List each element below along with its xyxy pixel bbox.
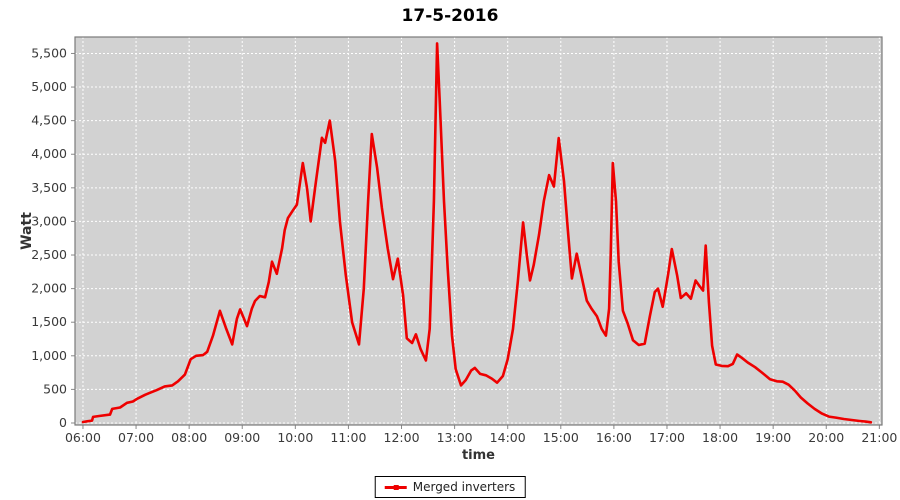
x-tick-label: 07:00 xyxy=(118,430,154,445)
y-axis-label: Watt xyxy=(19,212,35,250)
y-tick-label: 5,000 xyxy=(31,79,67,94)
x-tick-label: 09:00 xyxy=(224,430,260,445)
y-tick-label: 2,500 xyxy=(31,247,67,262)
y-tick-label: 3,500 xyxy=(31,180,67,195)
y-tick-label: 4,000 xyxy=(31,146,67,161)
x-tick-label: 14:00 xyxy=(490,430,526,445)
x-tick-label: 15:00 xyxy=(543,430,579,445)
x-tick-label: 16:00 xyxy=(596,430,632,445)
y-tick-label: 1,000 xyxy=(31,348,67,363)
legend-marker-icon xyxy=(393,484,399,490)
legend: Merged inverters xyxy=(374,476,526,498)
x-tick-label: 11:00 xyxy=(330,430,366,445)
x-tick-label: 18:00 xyxy=(702,430,738,445)
x-tick-label: 20:00 xyxy=(808,430,844,445)
x-tick-label: 06:00 xyxy=(65,430,101,445)
x-tick-label: 10:00 xyxy=(277,430,313,445)
plot-background xyxy=(75,37,882,425)
y-tick-label: 1,500 xyxy=(31,314,67,329)
x-tick-label: 08:00 xyxy=(171,430,207,445)
x-tick-label: 12:00 xyxy=(384,430,420,445)
y-tick-label: 4,500 xyxy=(31,113,67,128)
x-tick-label: 17:00 xyxy=(649,430,685,445)
x-tick-label: 19:00 xyxy=(755,430,791,445)
series-line-merged-inverters xyxy=(81,42,873,424)
y-tick-label: 5,500 xyxy=(31,45,67,60)
plot-border xyxy=(74,36,883,426)
x-axis-label: time xyxy=(461,448,496,463)
legend-label: Merged inverters xyxy=(412,480,516,494)
series-line-swatch xyxy=(384,484,407,491)
x-tick-label: 13:00 xyxy=(437,430,473,445)
y-tick-label: 0 xyxy=(59,415,67,430)
x-tick-label: 21:00 xyxy=(861,430,897,445)
y-tick-label: 500 xyxy=(43,381,67,396)
y-tick-label: 2,000 xyxy=(31,281,67,296)
chart-title: 17-5-2016 xyxy=(401,6,499,26)
y-tick-label: 3,000 xyxy=(31,213,67,228)
